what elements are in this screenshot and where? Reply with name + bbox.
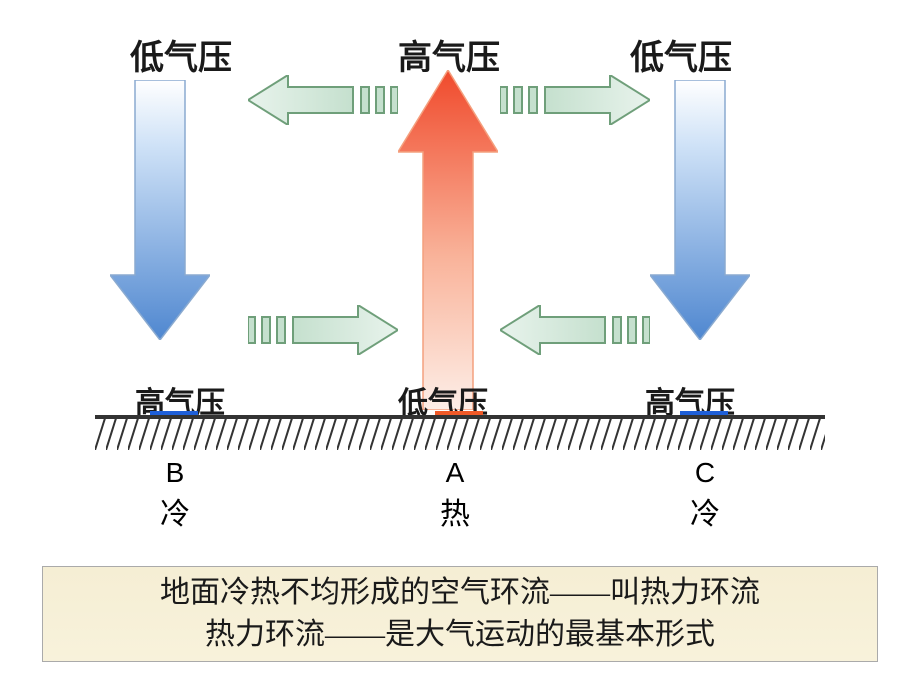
down-arrow-right-icon: [650, 80, 750, 340]
arrow-top-outflow-left-icon: [248, 75, 398, 125]
point-b: B 冷: [160, 457, 190, 533]
ground-surface-icon: [95, 415, 825, 450]
point-a-temp: 热: [440, 489, 470, 533]
point-a: A 热: [440, 457, 470, 533]
caption-line-2: 热力环流——是大气运动的最基本形式: [205, 614, 715, 656]
caption-box: 地面冷热不均形成的空气环流——叫热力环流 热力环流——是大气运动的最基本形式: [42, 566, 878, 662]
point-c: C 冷: [690, 457, 720, 533]
arrow-bottom-inflow-right-icon: [500, 305, 650, 355]
point-c-temp: 冷: [690, 489, 720, 533]
arrow-bottom-inflow-left-icon: [248, 305, 398, 355]
label-top-left-low-pressure: 低气压: [130, 30, 232, 79]
thermal-circulation-diagram: 低气压 高气压 低气压: [40, 20, 880, 500]
down-arrow-left-icon: [110, 80, 210, 340]
point-c-letter: C: [690, 457, 720, 489]
point-b-temp: 冷: [160, 489, 190, 533]
caption-line-1: 地面冷热不均形成的空气环流——叫热力环流: [160, 572, 760, 614]
up-arrow-center-icon: [398, 70, 498, 410]
point-a-letter: A: [440, 457, 470, 489]
point-b-letter: B: [160, 457, 190, 489]
label-top-right-low-pressure: 低气压: [630, 30, 732, 79]
arrow-top-outflow-right-icon: [500, 75, 650, 125]
